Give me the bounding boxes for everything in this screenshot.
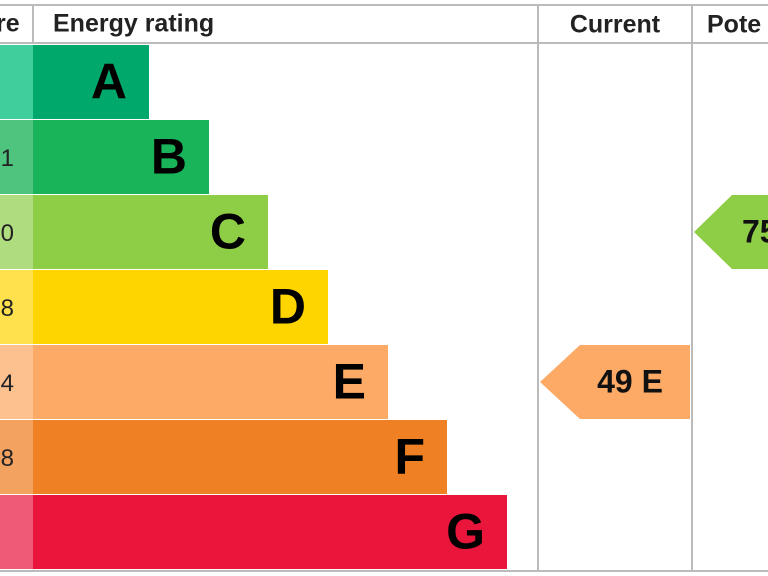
rating-letter: G (446, 504, 485, 560)
score-label: 8 (1, 445, 14, 472)
rating-letter: E (333, 354, 366, 410)
header-rating: Energy rating (53, 10, 214, 38)
potential-arrow (694, 195, 768, 269)
current-arrow (540, 345, 690, 419)
rating-letter: F (394, 429, 425, 485)
score-cell (0, 270, 33, 344)
score-cell (0, 45, 33, 119)
header-potential: Pote (707, 11, 761, 39)
rating-bar (33, 270, 328, 344)
rating-bar (33, 345, 388, 419)
header-current: Current (570, 11, 661, 39)
score-cell (0, 495, 33, 569)
score-cell (0, 195, 33, 269)
rating-letter: C (210, 204, 246, 260)
potential-value: 75 (742, 213, 768, 249)
score-cell (0, 345, 33, 419)
rating-bar (33, 495, 507, 569)
header-score: re (0, 10, 20, 38)
rating-bar (33, 195, 268, 269)
score-cell (0, 420, 33, 494)
rating-letter: B (151, 129, 187, 185)
score-label: 8 (1, 295, 14, 322)
rating-letter: D (270, 279, 306, 335)
score-label: 0 (1, 220, 14, 247)
score-label: 4 (1, 370, 14, 397)
rating-bar (33, 420, 447, 494)
table-grid (0, 4, 768, 572)
current-value: 49 E (597, 363, 663, 399)
score-cell (0, 120, 33, 194)
rating-bar (33, 45, 149, 119)
rating-bar (33, 120, 209, 194)
score-label: 1 (1, 145, 14, 172)
rating-letter: A (91, 54, 127, 110)
